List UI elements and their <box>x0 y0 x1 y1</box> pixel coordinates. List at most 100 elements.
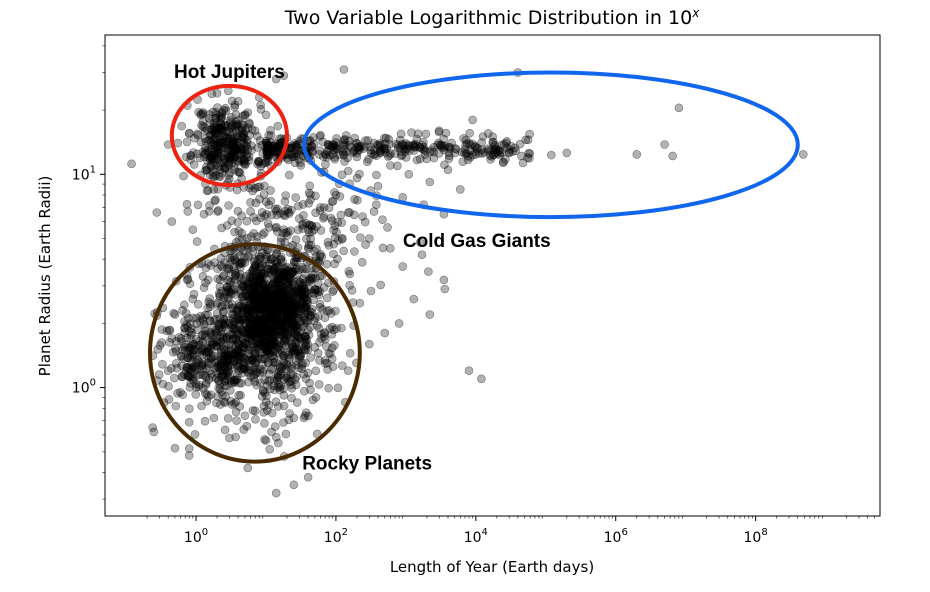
data-point <box>304 225 313 235</box>
data-point <box>261 397 271 407</box>
data-point <box>182 137 192 147</box>
data-point <box>429 153 439 163</box>
x-tick-label: 102 <box>324 527 348 546</box>
data-point <box>271 139 280 148</box>
data-point <box>127 159 136 169</box>
data-point <box>261 157 271 167</box>
data-point <box>268 145 277 155</box>
data-point <box>376 280 386 290</box>
data-point <box>214 124 224 133</box>
data-point <box>207 125 216 134</box>
data-point <box>217 126 226 135</box>
data-point <box>330 152 339 162</box>
data-point <box>291 193 301 202</box>
data-point <box>266 137 276 147</box>
data-point <box>451 144 461 154</box>
data-point <box>235 402 244 411</box>
data-point <box>232 145 241 154</box>
data-point <box>353 195 362 205</box>
data-point <box>444 142 453 152</box>
data-point <box>273 438 283 448</box>
data-point <box>199 152 209 162</box>
data-point <box>396 151 406 161</box>
data-point <box>271 331 281 341</box>
data-point <box>238 145 247 154</box>
data-point <box>241 110 250 119</box>
data-point <box>240 160 250 170</box>
data-point <box>264 145 274 154</box>
data-point <box>515 139 525 149</box>
data-point <box>313 287 323 297</box>
data-point <box>330 154 340 164</box>
data-point <box>525 149 535 158</box>
data-point <box>499 140 509 149</box>
data-point <box>256 105 266 114</box>
data-point <box>252 131 262 141</box>
data-point <box>229 262 239 272</box>
data-point <box>483 144 493 154</box>
data-point <box>269 146 279 155</box>
data-point <box>489 141 499 150</box>
data-point <box>325 141 335 151</box>
data-point <box>206 161 216 170</box>
data-point <box>499 157 508 167</box>
data-point <box>232 144 242 154</box>
data-point <box>218 138 228 147</box>
data-point <box>251 327 260 336</box>
data-point <box>495 150 505 160</box>
data-point <box>296 158 305 167</box>
data-point <box>229 141 239 150</box>
data-point <box>443 165 453 175</box>
data-point <box>356 233 365 242</box>
data-point <box>296 161 306 170</box>
data-point <box>211 195 220 204</box>
data-point <box>263 150 272 159</box>
data-point <box>447 138 456 148</box>
data-point <box>304 188 314 198</box>
data-point <box>224 201 233 210</box>
data-point <box>328 287 338 297</box>
data-point <box>284 155 293 165</box>
data-point <box>212 122 221 131</box>
data-point <box>212 398 221 408</box>
data-point <box>236 289 245 298</box>
data-point <box>439 275 449 285</box>
data-point <box>211 160 221 170</box>
data-point <box>235 125 244 135</box>
data-point <box>562 148 572 158</box>
data-point <box>380 328 390 338</box>
data-point <box>525 154 534 163</box>
data-point <box>266 145 275 155</box>
data-point <box>193 129 202 139</box>
data-point <box>285 306 294 316</box>
data-point <box>420 150 430 159</box>
data-point <box>226 154 235 164</box>
data-point <box>193 200 203 210</box>
data-point <box>335 150 344 160</box>
data-point <box>262 146 272 155</box>
data-point <box>418 140 427 150</box>
data-point <box>391 139 401 149</box>
data-point <box>312 222 321 231</box>
data-point <box>233 119 242 129</box>
data-point <box>268 141 277 151</box>
data-point <box>338 147 348 156</box>
data-point <box>211 142 221 151</box>
data-point <box>209 122 218 131</box>
data-point <box>252 276 261 285</box>
data-point <box>218 127 227 136</box>
data-point <box>291 141 301 150</box>
data-point <box>384 140 394 149</box>
data-point <box>293 303 303 313</box>
data-point <box>518 158 528 168</box>
data-point <box>289 480 299 490</box>
data-point <box>282 274 292 284</box>
data-point <box>198 147 208 157</box>
data-point <box>229 147 238 156</box>
data-point <box>226 152 236 162</box>
data-point <box>258 149 268 158</box>
data-point <box>378 243 388 253</box>
data-point <box>404 170 414 179</box>
data-point <box>294 214 304 223</box>
data-point <box>510 143 520 153</box>
